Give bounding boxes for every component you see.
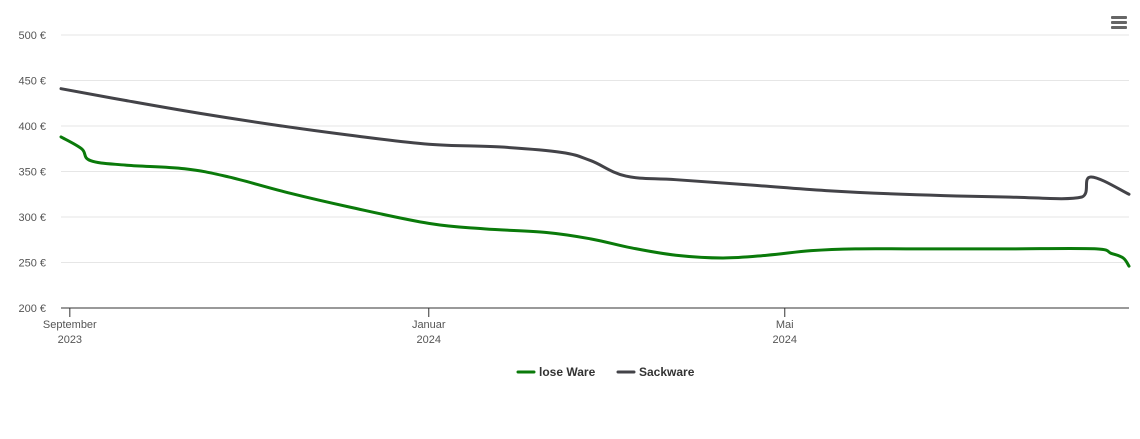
- x-tick-label-month: September: [43, 319, 97, 331]
- hamburger-menu-icon[interactable]: [1111, 16, 1127, 29]
- x-tick-label-year: 2024: [773, 334, 797, 346]
- chart-menu-button[interactable]: [1104, 9, 1134, 35]
- series-line-lose-ware[interactable]: [59, 135, 1131, 268]
- y-tick-label: 450 €: [18, 76, 46, 88]
- y-tick-label: 400 €: [18, 121, 46, 133]
- legend-label[interactable]: lose Ware: [539, 365, 596, 379]
- y-tick-label: 200 €: [18, 303, 46, 315]
- x-tick-label-year: 2024: [417, 334, 441, 346]
- y-axis: 200 € 250 € 300 € 350 € 400 € 450 € 500 €: [18, 30, 46, 315]
- series-lines: [59, 87, 1131, 268]
- series-line-sackware[interactable]: [59, 87, 1131, 201]
- x-axis: September 2023 Januar 2024 Mai 2024: [43, 307, 1129, 346]
- x-tick-label-year: 2023: [58, 334, 82, 346]
- y-tick-label: 500 €: [18, 30, 46, 42]
- y-tick-label: 350 €: [18, 167, 46, 179]
- y-tick-label: 300 €: [18, 212, 46, 224]
- legend: lose Ware Sackware: [516, 365, 695, 379]
- x-tick-label-month: Mai: [776, 319, 794, 331]
- legend-item-lose-ware[interactable]: lose Ware: [516, 365, 596, 379]
- y-tick-label: 250 €: [18, 258, 46, 270]
- legend-label[interactable]: Sackware: [639, 365, 695, 379]
- grid-lines: [61, 34, 1129, 263]
- legend-item-sackware[interactable]: Sackware: [616, 365, 695, 379]
- x-tick-label-month: Januar: [412, 319, 446, 331]
